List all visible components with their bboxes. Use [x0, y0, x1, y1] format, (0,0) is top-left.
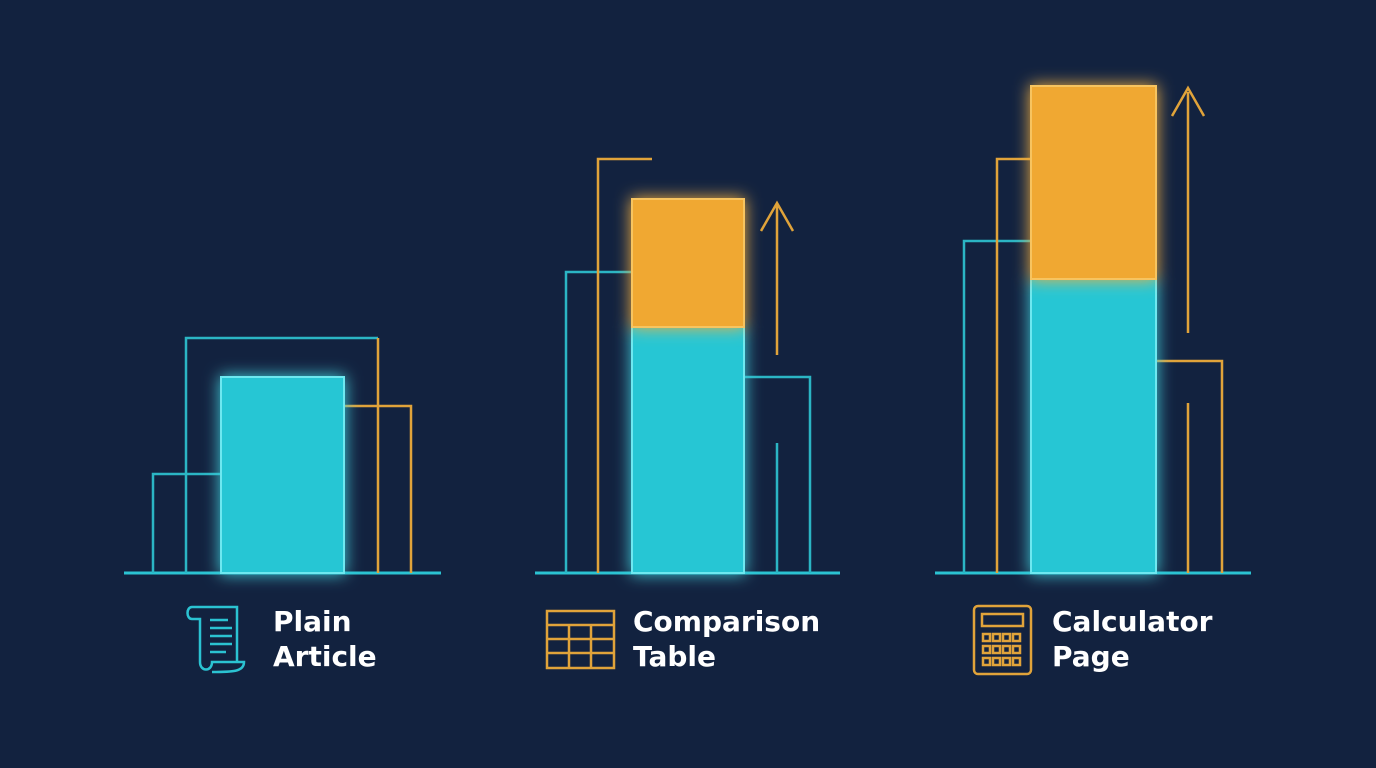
bar-segment [1030, 278, 1157, 574]
category-label: Comparison Table [633, 605, 821, 673]
category-label: Calculator Page [1052, 605, 1213, 673]
bar-segment [220, 376, 345, 574]
bar-segment [1030, 85, 1157, 280]
decoration [124, 85, 1251, 575]
icon-table [545, 609, 616, 670]
icon-article [186, 605, 246, 674]
icon-calculator [972, 604, 1033, 676]
category-label: Plain Article [273, 605, 377, 673]
bar-segment [631, 198, 745, 328]
bar-segment [631, 326, 745, 574]
